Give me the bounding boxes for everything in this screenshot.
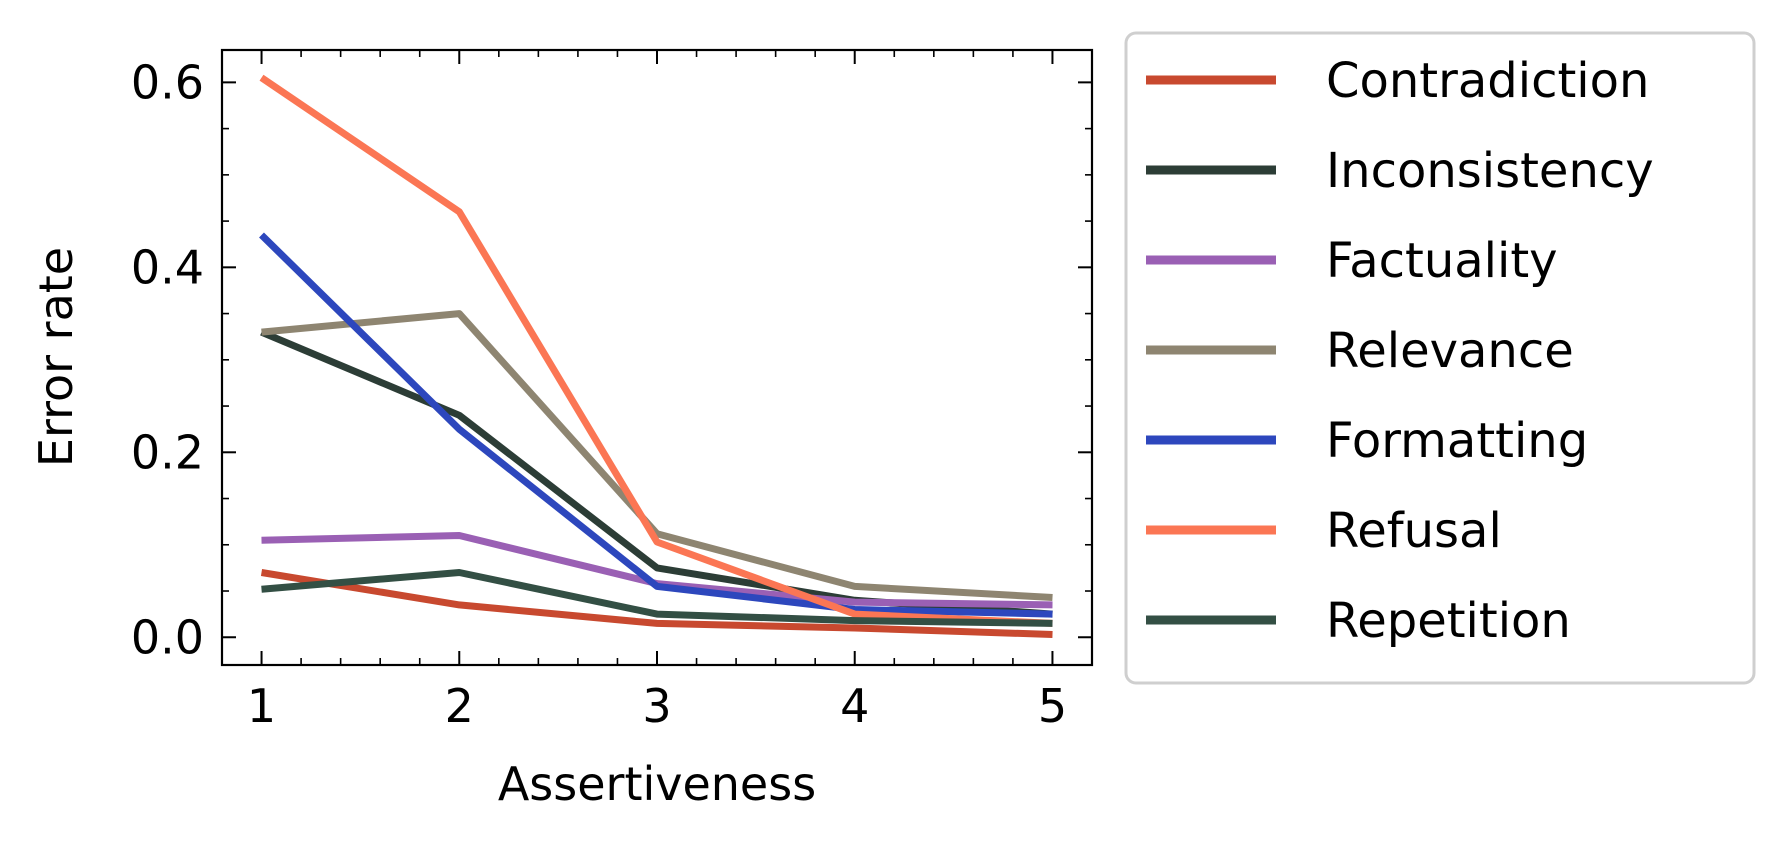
legend-label-factuality: Factuality — [1326, 233, 1558, 289]
legend-items: Contradiction Inconsistency Factuality Rele… — [1146, 53, 1654, 649]
series-line-contradiction — [260, 569, 1053, 638]
x-tick-label: 4 — [840, 679, 869, 733]
y-tick-label: 0.2 — [131, 425, 204, 479]
y-tick-label: 0.6 — [131, 55, 204, 109]
x-tick-label: 1 — [247, 679, 276, 733]
legend-label-repetition: Repetition — [1326, 593, 1571, 649]
series-line-formatting — [259, 232, 1053, 618]
x-axis-label: Assertiveness — [498, 757, 816, 811]
legend-label-contradiction: Contradiction — [1326, 53, 1649, 109]
series-line-refusal — [259, 74, 1053, 627]
series-line-inconsistency — [260, 328, 1053, 618]
series-line-relevance — [261, 310, 1053, 601]
x-tick-label: 2 — [445, 679, 474, 733]
tick-labels: 1 2 3 4 5 0.0 0.2 0.4 0.6 — [131, 55, 1067, 733]
legend-label-formatting: Formatting — [1326, 413, 1588, 469]
legend-label-inconsistency: Inconsistency — [1326, 143, 1654, 199]
legend: Contradiction Inconsistency Factuality Rele… — [1124, 31, 1756, 685]
legend-label-relevance: Relevance — [1326, 323, 1574, 379]
legend-frame — [1124, 31, 1756, 685]
series-line-repetition — [261, 569, 1053, 627]
y-tick-label: 0.4 — [131, 240, 204, 294]
y-axis-label: Error rate — [29, 247, 83, 467]
y-tick-label: 0.0 — [131, 610, 204, 664]
axis-ticks — [222, 50, 1092, 665]
plot-lines — [259, 74, 1053, 638]
x-tick-label: 3 — [642, 679, 671, 733]
x-tick-label: 5 — [1038, 679, 1067, 733]
legend-label-refusal: Refusal — [1326, 503, 1502, 559]
